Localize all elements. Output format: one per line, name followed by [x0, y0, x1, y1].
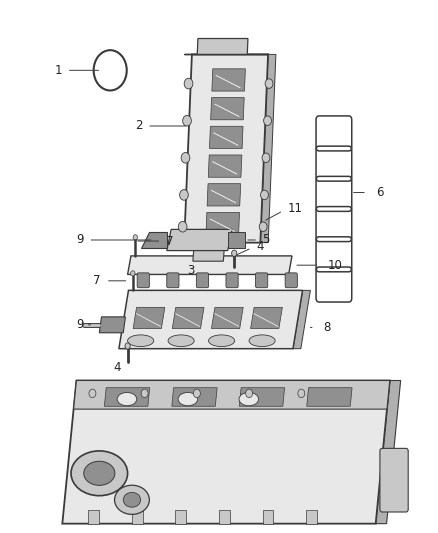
Text: 7: 7: [166, 235, 173, 247]
FancyBboxPatch shape: [226, 273, 238, 288]
Text: 9: 9: [76, 233, 84, 246]
Circle shape: [259, 222, 267, 231]
Circle shape: [141, 389, 148, 398]
Polygon shape: [208, 155, 242, 177]
Circle shape: [89, 389, 96, 398]
Polygon shape: [167, 229, 232, 251]
Ellipse shape: [208, 335, 235, 346]
Polygon shape: [99, 317, 125, 333]
Text: 3: 3: [187, 264, 194, 277]
Polygon shape: [262, 511, 273, 523]
FancyBboxPatch shape: [255, 273, 268, 288]
Text: 6: 6: [376, 186, 383, 199]
Polygon shape: [251, 308, 283, 328]
Circle shape: [133, 235, 138, 240]
Circle shape: [180, 190, 188, 200]
Polygon shape: [176, 511, 186, 523]
Ellipse shape: [117, 392, 137, 406]
Polygon shape: [197, 38, 248, 54]
Ellipse shape: [239, 392, 258, 406]
Polygon shape: [133, 308, 165, 328]
Text: 11: 11: [287, 201, 302, 215]
Polygon shape: [207, 184, 240, 206]
Ellipse shape: [127, 335, 154, 346]
Polygon shape: [209, 126, 243, 149]
Polygon shape: [239, 387, 285, 406]
Circle shape: [125, 343, 130, 349]
Ellipse shape: [123, 492, 141, 507]
Polygon shape: [132, 511, 143, 523]
Polygon shape: [293, 290, 311, 349]
Ellipse shape: [71, 451, 127, 496]
Polygon shape: [88, 511, 99, 523]
FancyBboxPatch shape: [285, 273, 297, 288]
Polygon shape: [306, 511, 317, 523]
Circle shape: [181, 152, 190, 163]
Ellipse shape: [115, 485, 149, 514]
Polygon shape: [211, 98, 244, 120]
Circle shape: [184, 78, 193, 89]
Text: 10: 10: [328, 259, 343, 272]
Text: 7: 7: [93, 274, 101, 287]
Polygon shape: [184, 54, 268, 243]
Circle shape: [183, 115, 191, 126]
Text: 4: 4: [113, 361, 120, 374]
Polygon shape: [206, 213, 240, 235]
Text: 2: 2: [135, 119, 142, 133]
Polygon shape: [193, 243, 225, 261]
Polygon shape: [141, 232, 167, 248]
Polygon shape: [104, 387, 150, 406]
Circle shape: [262, 153, 270, 163]
Text: 9: 9: [76, 318, 84, 332]
Circle shape: [265, 79, 273, 88]
Ellipse shape: [249, 335, 275, 346]
Text: 5: 5: [262, 233, 270, 246]
Polygon shape: [62, 381, 390, 523]
Ellipse shape: [84, 461, 115, 486]
Circle shape: [261, 190, 268, 200]
Polygon shape: [172, 308, 204, 328]
Text: 1: 1: [54, 64, 62, 77]
Circle shape: [264, 116, 272, 125]
Circle shape: [178, 221, 187, 232]
Circle shape: [131, 271, 135, 276]
Polygon shape: [212, 308, 243, 328]
Polygon shape: [212, 69, 245, 91]
Ellipse shape: [178, 392, 198, 406]
FancyBboxPatch shape: [137, 273, 149, 288]
Circle shape: [298, 389, 305, 398]
FancyBboxPatch shape: [196, 273, 208, 288]
Circle shape: [232, 250, 237, 256]
Circle shape: [194, 389, 200, 398]
Polygon shape: [307, 387, 352, 406]
FancyBboxPatch shape: [380, 448, 408, 512]
FancyBboxPatch shape: [167, 273, 179, 288]
Polygon shape: [376, 381, 401, 523]
Polygon shape: [74, 381, 390, 409]
Text: 4: 4: [256, 240, 264, 253]
Polygon shape: [172, 387, 217, 406]
Polygon shape: [219, 511, 230, 523]
Ellipse shape: [168, 335, 194, 346]
Text: 8: 8: [323, 321, 331, 334]
Circle shape: [246, 389, 253, 398]
Polygon shape: [127, 256, 292, 274]
Polygon shape: [260, 54, 276, 243]
Polygon shape: [119, 290, 303, 349]
Polygon shape: [228, 232, 245, 248]
